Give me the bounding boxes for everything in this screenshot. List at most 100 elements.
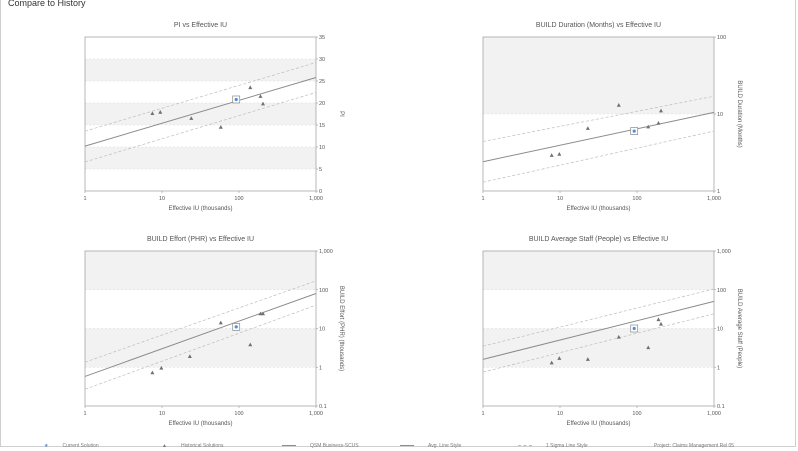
average-line [84, 293, 317, 377]
historical-point [646, 124, 651, 129]
y-tick-label: 10 [319, 327, 325, 333]
solid-line-icon [282, 445, 296, 447]
historical-point [189, 116, 194, 120]
y-axis-label: BUILD Average Staff (People) [736, 289, 742, 369]
average-line [482, 300, 715, 360]
historical-point [261, 101, 266, 106]
legend-item: ▲ Historical Solutions [162, 443, 223, 449]
historical-point [258, 94, 263, 98]
legend-item: Avg. Line Style [400, 443, 461, 449]
historical-point [248, 85, 253, 90]
y-axis-label: BUILD Effort (PHR) (thousands) [338, 286, 344, 371]
historical-point [549, 153, 554, 157]
y-tick-label: 30 [319, 57, 325, 63]
band-2 [483, 251, 714, 290]
historical-point [549, 360, 554, 365]
legend-item: 1 Sigma Line Style [518, 443, 588, 449]
x-axis-label: Effective IU (thousands) [169, 421, 233, 427]
historical-point [585, 126, 590, 130]
x-tick-label: 1,000 [309, 411, 323, 417]
x-tick-label: 1 [481, 196, 484, 202]
historical-point [261, 311, 266, 316]
y-tick-label: 5 [319, 167, 322, 173]
historical-point [258, 311, 263, 316]
sigma-lower-line [84, 92, 317, 163]
plot-border [84, 36, 317, 192]
legend-label: Current Solution [62, 443, 99, 449]
y-tick-label: 35 [319, 35, 325, 41]
average-line [84, 77, 317, 147]
x-tick-label: 100 [632, 411, 641, 417]
chart-title: BUILD Average Staff (People) vs Effectiv… [529, 236, 668, 243]
y-tick-label: 1,000 [319, 249, 333, 255]
band-1 [85, 328, 316, 368]
x-tick-label: 1 [83, 411, 86, 417]
x-tick-label: 10 [159, 411, 165, 417]
y-tick-label: 100 [717, 288, 726, 294]
x-tick-label: 100 [632, 196, 641, 202]
historical-point [557, 152, 562, 156]
x-tick-label: 1,000 [309, 196, 323, 202]
historical-point [187, 354, 192, 358]
x-tick-label: 100 [234, 196, 243, 202]
y-tick-label: 10 [717, 112, 723, 118]
y-tick-label: 100 [717, 35, 726, 41]
legend-label: Avg. Line Style [428, 443, 462, 449]
chart-title: BUILD Effort (PHR) vs Effective IU [147, 236, 254, 243]
legend: ★ Current Solution ▲ Historical Solutions QS… [0, 441, 798, 451]
band-1 [85, 147, 316, 169]
sigma-lower-line [482, 130, 715, 183]
band-1 [483, 328, 714, 368]
legend-item: ★ Current Solution [44, 443, 99, 449]
historical-point [656, 317, 661, 322]
star-icon: ★ [44, 443, 49, 449]
x-axis-label: Effective IU (thousands) [567, 421, 631, 427]
band-2 [85, 251, 316, 290]
page-title: Compare to History [8, 0, 86, 8]
y-tick-label: 0.1 [717, 404, 725, 410]
dashed-line-icon [518, 445, 532, 447]
band-2 [85, 103, 316, 125]
y-axis-label: BUILD Duration (Months) [736, 80, 742, 147]
y-tick-label: 100 [319, 288, 328, 294]
sigma-upper-line [84, 62, 317, 132]
historical-point [150, 111, 155, 116]
x-axis-label: Effective IU (thousands) [567, 206, 631, 212]
current-point [632, 129, 636, 133]
chart-title: BUILD Duration (Months) vs Effective IU [536, 22, 661, 29]
current-point [234, 325, 238, 329]
y-tick-label: 0 [319, 189, 322, 195]
y-tick-label: 10 [717, 327, 723, 333]
historical-point [159, 365, 164, 370]
solid-line-icon [400, 445, 414, 447]
y-tick-label: 1 [717, 365, 720, 371]
y-tick-label: 10 [319, 145, 325, 151]
current-point [234, 97, 238, 102]
chart-title: PI vs Effective IU [174, 22, 227, 29]
historical-point [158, 110, 163, 114]
sigma-lower-line [84, 304, 317, 390]
y-tick-label: 15 [319, 123, 325, 129]
x-tick-label: 10 [557, 196, 563, 202]
historical-point [616, 334, 621, 339]
historical-point [659, 321, 664, 326]
y-tick-label: 1,000 [717, 249, 731, 255]
x-tick-label: 1,000 [707, 196, 721, 202]
x-tick-label: 10 [159, 196, 165, 202]
legend-item: QSM Business-SCUS [282, 443, 359, 449]
x-tick-label: 1 [83, 196, 86, 202]
x-tick-label: 10 [557, 411, 563, 417]
x-axis-label: Effective IU (thousands) [169, 206, 233, 212]
historical-point [557, 356, 562, 360]
sigma-upper-line [482, 95, 715, 142]
band-1 [483, 37, 714, 114]
legend-label: Project: Claims Management Rel 05 [654, 443, 735, 449]
legend-item: Project: Claims Management Rel 05 [654, 443, 734, 449]
x-tick-label: 100 [234, 411, 243, 417]
x-tick-label: 1 [481, 411, 484, 417]
